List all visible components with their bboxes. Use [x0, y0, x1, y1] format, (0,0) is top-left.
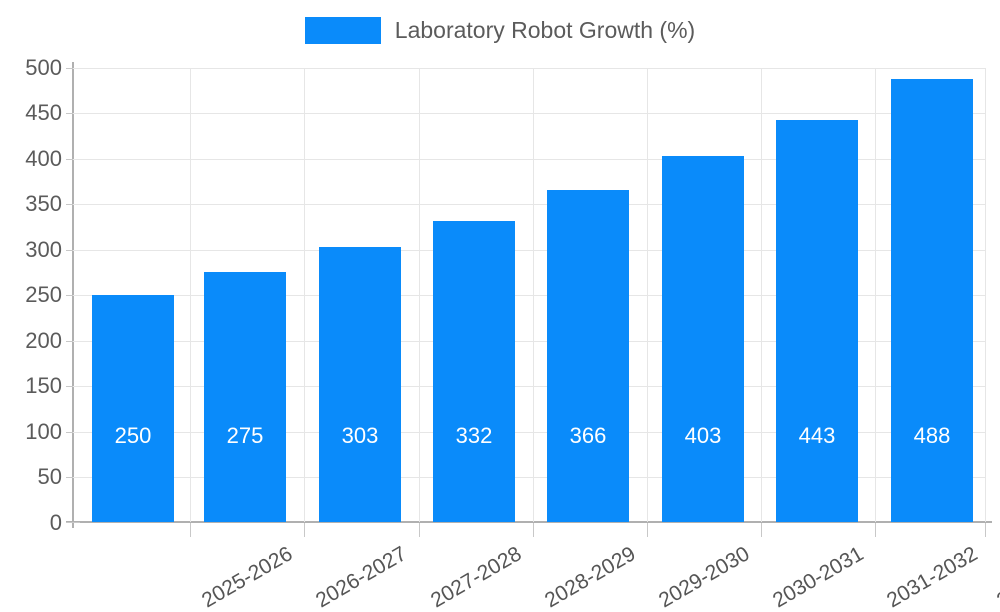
y-tick-label: 400: [25, 146, 62, 171]
bar-value-label: 403: [684, 423, 722, 448]
legend-item-laboratory-robot-growth[interactable]: Laboratory Robot Growth (%): [304, 16, 696, 44]
bar[interactable]: 488: [891, 79, 973, 522]
bar[interactable]: 366: [547, 190, 629, 522]
y-tick-label: 300: [25, 237, 62, 262]
x-tick-label: 2032-2033: [992, 542, 1000, 612]
x-tick-label: 2030-2031: [768, 542, 868, 612]
legend-swatch-icon: [304, 16, 381, 44]
y-tick-label: 500: [25, 55, 62, 80]
bar[interactable]: 403: [662, 156, 744, 522]
y-tick-label: 450: [25, 100, 62, 125]
x-tick-label: 2025-2026: [197, 542, 297, 612]
bar[interactable]: 443: [776, 120, 858, 522]
x-tick-label: 2028-2029: [540, 542, 640, 612]
bar-value-label: 250: [114, 423, 152, 448]
y-tick-label: 100: [25, 419, 62, 444]
x-tick-label: 2027-2028: [426, 542, 526, 612]
bar[interactable]: 250: [92, 295, 174, 522]
bar[interactable]: 303: [319, 247, 401, 522]
y-tick-label: 250: [25, 282, 62, 307]
y-axis-labels: 500 450 400 350 300 250 200 150 100 50 0: [0, 0, 62, 600]
bar[interactable]: 332: [433, 221, 515, 522]
bars-container: 250 275 303 332 366 403 443 488: [73, 68, 986, 522]
bar-value-label: 488: [913, 423, 951, 448]
x-tick-label: 2026-2027: [311, 542, 411, 612]
bar[interactable]: 275: [204, 272, 286, 522]
x-axis-line: [66, 521, 992, 523]
bar-value-label: 275: [226, 423, 264, 448]
bar-value-label: 332: [455, 423, 493, 448]
x-tick-label: 2031-2032: [882, 542, 982, 612]
bar-value-label: 366: [569, 423, 607, 448]
bar-value-label: 303: [341, 423, 379, 448]
y-tick-label: 350: [25, 191, 62, 216]
chart-legend: Laboratory Robot Growth (%): [0, 10, 1000, 50]
legend-label: Laboratory Robot Growth (%): [394, 16, 696, 43]
y-tick-label: 200: [25, 328, 62, 353]
bar-value-label: 443: [798, 423, 836, 448]
y-tick-label: 150: [25, 373, 62, 398]
y-tick-label: 0: [49, 510, 62, 535]
x-tick-label: 2029-2030: [654, 542, 754, 612]
y-tick-label: 50: [37, 464, 62, 489]
